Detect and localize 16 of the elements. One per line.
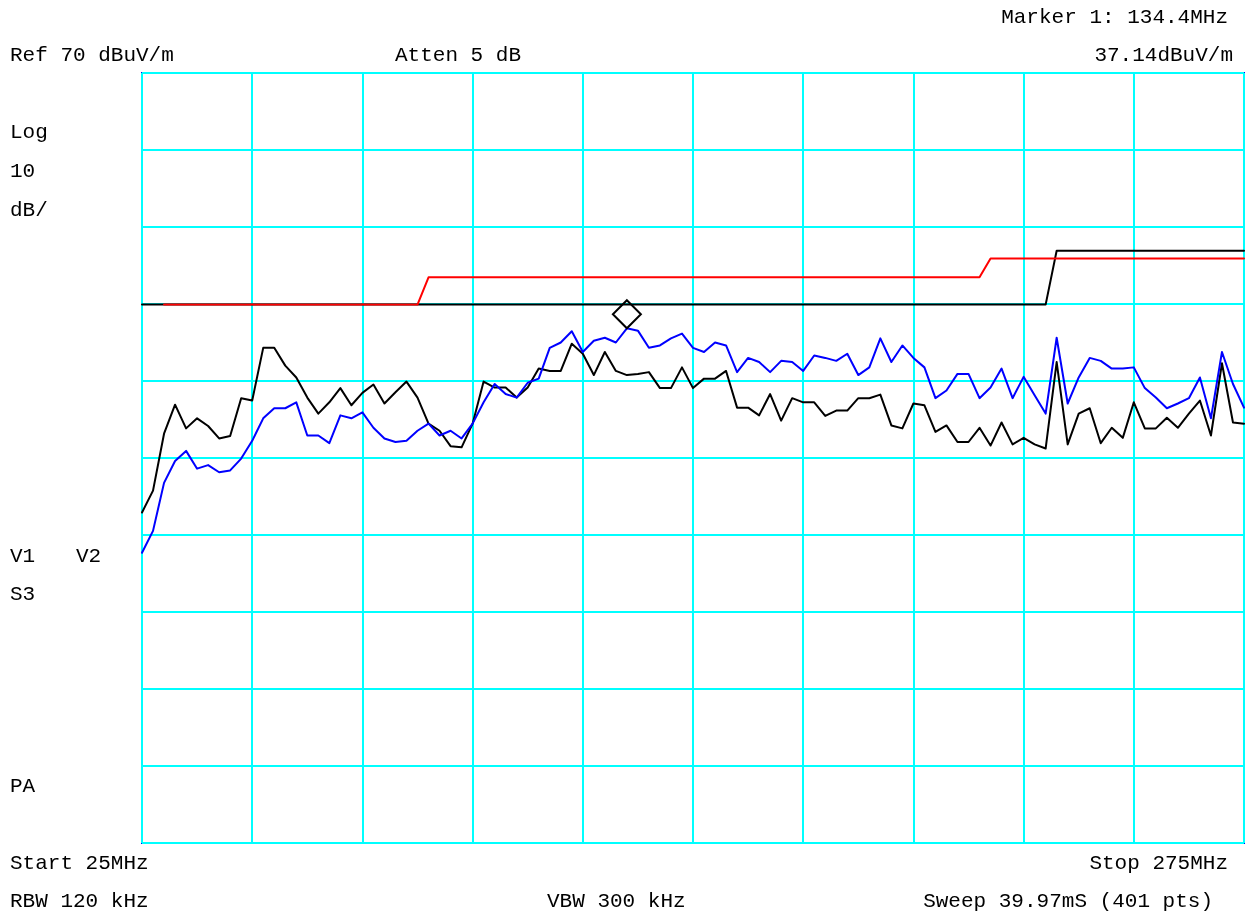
text: 37.14dBuV/m <box>1094 44 1233 67</box>
text: 10 <box>10 160 36 183</box>
text: V1 <box>10 545 36 568</box>
text: VBW 300 kHz <box>547 890 686 913</box>
text: Ref 70 dBuV/m <box>10 44 174 67</box>
text: V2 <box>76 545 102 568</box>
text: dB/ <box>10 199 48 222</box>
text: PA <box>10 775 36 798</box>
text: Stop 275MHz <box>1089 852 1228 875</box>
text: Sweep 39.97mS (401 pts) <box>923 890 1214 913</box>
text: Log <box>10 121 48 144</box>
text: Start 25MHz <box>10 852 149 875</box>
text: Marker 1: 134.4MHz <box>1001 6 1229 29</box>
text: S3 <box>10 583 36 606</box>
text: RBW 120 kHz <box>10 890 149 913</box>
text: Atten 5 dB <box>395 44 522 67</box>
